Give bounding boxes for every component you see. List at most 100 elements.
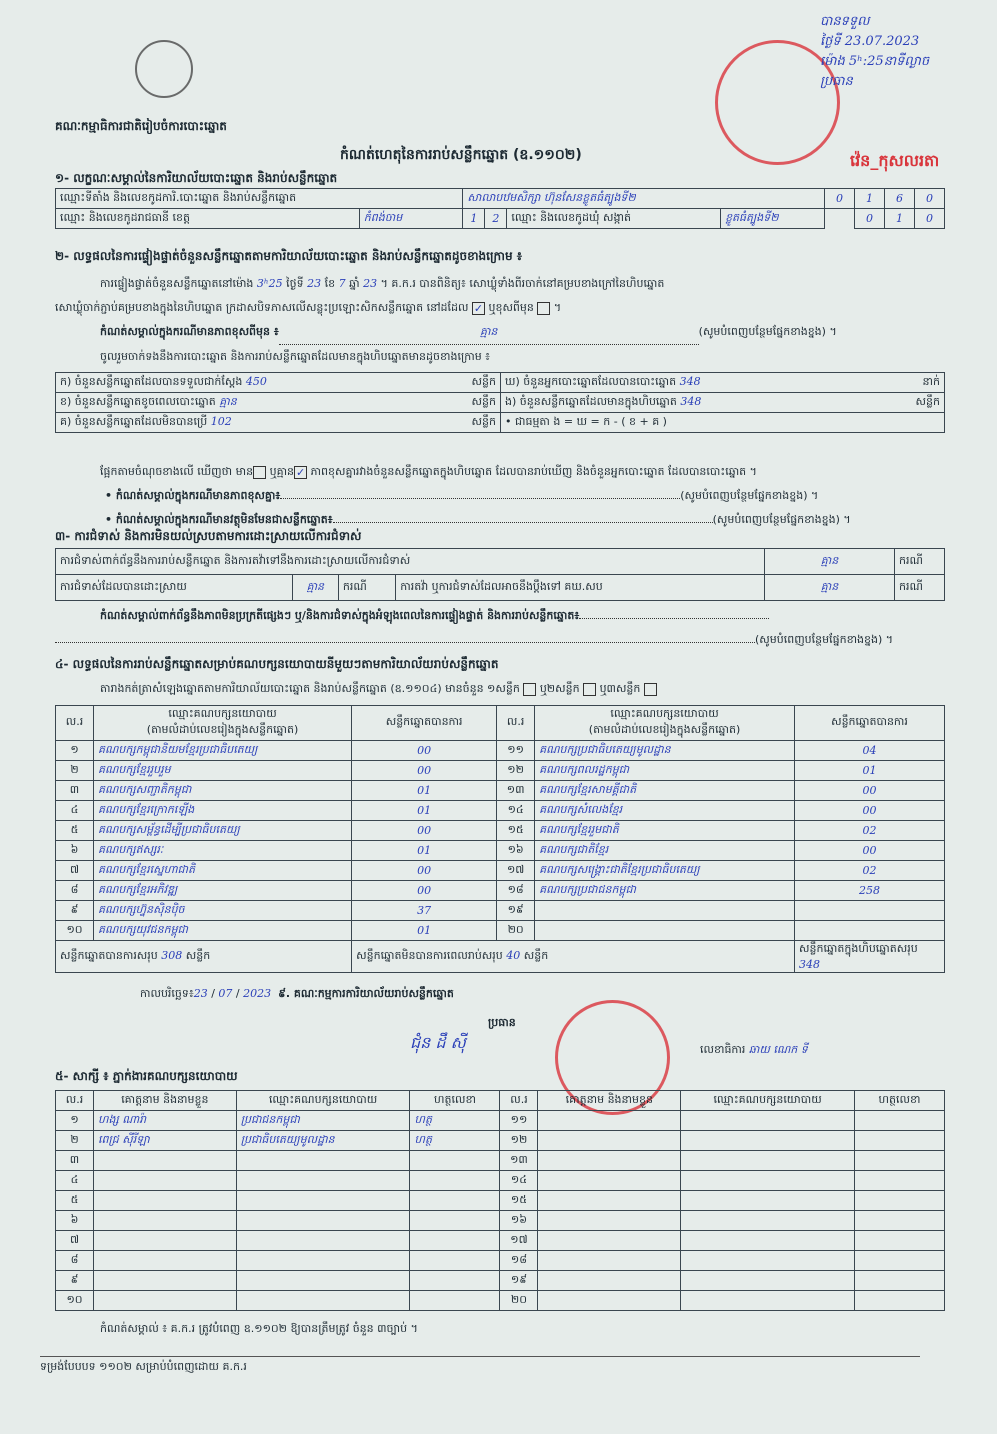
table-row: ៥ ១៥ xyxy=(55,1190,945,1211)
party-votes: 00 xyxy=(351,860,498,881)
count-label: • ជាធម្មតា ង = ឃ = ក - ( ខ + គ ) xyxy=(505,414,667,428)
no-discrepancy-checkbox[interactable]: ✓ xyxy=(294,465,308,479)
witness-party xyxy=(235,1170,411,1191)
table-row: ២ពេជ្រ ស៊ីរីឡា ប្រជាធិបតេយ្យមូលដ្ឋាន ហត្ថ១… xyxy=(55,1130,945,1151)
secretary-line: លេខាធិការ ឆាយ ណេក ទី xyxy=(700,1043,808,1059)
witness-name xyxy=(93,1250,237,1271)
party-name: គណបក្សខ្មែររួបរួម xyxy=(92,760,353,781)
party-no: ១១ xyxy=(496,740,536,761)
unit: ករណី xyxy=(337,574,397,601)
table-row: ១ហង្ស ណារ៉ា ប្រជាជនកម្ពុជា ហត្ថ ១១ xyxy=(55,1110,945,1131)
party-name: គណបក្សពលរដ្ឋកម្ពុជា xyxy=(534,760,795,781)
header-no: ល.រ xyxy=(496,705,536,741)
witness-name xyxy=(537,1130,682,1151)
committee-label: ៩. គណៈកម្មការការិយាល័យរាប់សន្លឹកឆ្នោត xyxy=(278,987,454,1000)
receipt-time: ម៉ោង 5ʰ:25នាទីល្ងាច xyxy=(820,54,930,69)
count-unit: សន្លឹក xyxy=(471,374,496,388)
witness-no: ៧ xyxy=(55,1230,94,1251)
witness-no: ៤ xyxy=(55,1170,94,1191)
secretary-label: លេខាធិការ xyxy=(700,1043,746,1056)
party-name: គណបក្សជាតិខ្មែរ xyxy=(534,840,795,861)
witness-party xyxy=(680,1270,855,1291)
verification-text: ការផ្ទៀងផ្ទាត់ចំនួនសន្លឹកឆ្នោតនៅម៉ោង 3ʰ2… xyxy=(55,272,945,369)
witness-party xyxy=(680,1210,855,1231)
total-label: សន្លឹកឆ្នោតក្នុងហិបឆ្នោតសរុប xyxy=(799,942,918,955)
witness-no: ១៨ xyxy=(499,1250,539,1271)
no-label: ឬគ្មាន xyxy=(269,465,295,478)
party-name: គណបក្សសញ្ជាតិកម្ពុជា xyxy=(92,780,353,801)
fill-more-note: (សូមបំពេញបន្ថែមផ្នែកខាងខ្នង) ។ xyxy=(698,325,837,338)
receipt-signer: ប្រធាន xyxy=(820,74,853,89)
party-no: ៨ xyxy=(55,880,94,901)
three-sheet-checkbox[interactable] xyxy=(643,682,657,696)
header-name: គោត្តនាម និងនាមខ្លួន xyxy=(93,1090,237,1111)
chair-signature: ជុំន ដឹ ស៊ី xyxy=(410,1033,466,1052)
has-discrepancy-checkbox[interactable] xyxy=(253,465,267,479)
secretary-signature: ឆាយ ណេក ទី xyxy=(748,1043,808,1056)
verify-time-label: ការផ្ទៀងផ្ទាត់ចំនួនសន្លឹកឆ្នោតនៅម៉ោង xyxy=(100,277,254,290)
table-row: ១០ គណបក្សយុវជនកម្ពុជា 01 ២០ xyxy=(55,920,945,941)
count-row: ខ) ចំនួនសន្លឹកឆ្នោតខូចពេលបោះឆ្នោត គ្មាន … xyxy=(55,392,501,413)
witness-no: ៦ xyxy=(55,1210,94,1231)
has-label: ផ្អែកតាមចំណុចខាងលើ ឃើញថា មាន xyxy=(100,465,254,478)
witness-name xyxy=(537,1170,682,1191)
commune-code-digit: 1 xyxy=(884,208,915,229)
witness-signature xyxy=(854,1250,945,1271)
witness-party xyxy=(235,1270,411,1291)
station-label: ឈ្មោះទីតាំង និងលេខកូដការិ.បោះឆ្នោត និងរា… xyxy=(54,188,464,209)
one-sheet-checkbox[interactable] xyxy=(523,682,537,696)
table-row: ៥គណបក្សសម្ព័ន្ធដើម្បីប្រជាធិបតេយ្យ 00 ១៥ គណ… xyxy=(55,820,945,841)
appeal-label: ការតវ៉ា ឬការជំទាស់ដែលអាចនឹងប្តឹងទៅ គឃ.សប xyxy=(395,574,765,601)
header-party-sub: (តាមលំដាប់លេខរៀងក្នុងសន្លឹកឆ្នោត) xyxy=(588,723,741,736)
party-votes xyxy=(794,920,945,941)
witness-no: ១៩ xyxy=(499,1270,539,1291)
witness-signature xyxy=(409,1210,501,1231)
table-row: ៣ ១៣ xyxy=(55,1150,945,1171)
table-row: ៩ ១៩ xyxy=(55,1270,945,1291)
party-name: គណបក្សខ្មែរអភិវឌ្ឍ xyxy=(92,880,353,901)
party-no: ៤ xyxy=(55,800,94,821)
verify-month: 7 xyxy=(338,277,346,290)
section1-title: ១- លក្ខណៈសម្គាល់នៃការិយាល័យបោះឆ្នោត និងរ… xyxy=(55,171,338,185)
year-label: ឆ្នាំ xyxy=(349,277,360,290)
witness-party xyxy=(680,1130,855,1151)
province-code-digit: 1 xyxy=(462,208,486,229)
section5-title: ៥- សាក្សី ៖ ភ្នាក់ងារគណបក្សនយោបាយ xyxy=(55,1069,238,1083)
party-no: ២០ xyxy=(496,920,536,941)
valid-total: សន្លឹកឆ្នោតបានការសរុប 308 សន្លឹក xyxy=(54,940,353,973)
province-name: កំពង់ចាម xyxy=(358,208,464,229)
count-row: ក) ចំនួនសន្លឹកឆ្នោតដែលបានទទួលជាក់ស្តែង 4… xyxy=(55,372,501,393)
party-no: ១៩ xyxy=(496,900,536,921)
witness-no: ១ xyxy=(55,1110,94,1131)
party-name xyxy=(534,900,795,921)
two-sheet-checkbox[interactable] xyxy=(583,682,597,696)
party-votes: 00 xyxy=(794,800,945,821)
table-row: ៤គណបក្សខ្មែរក្រោកឡើង 01 ១៤ គណបក្សសំលេងខ្មែរ… xyxy=(55,800,945,821)
changed-checkbox[interactable] xyxy=(537,301,551,315)
verify-text: ។ គ.ក.រ បានពិនិត្យ៖ សោឃ្លុំទាំងពីរចាក់នៅ… xyxy=(380,277,665,290)
fill-more-note: (សូមបំពេញបន្ថែមផ្នែកខាងខ្នង) ។ xyxy=(755,633,894,646)
table-row: ៨គណបក្សខ្មែរអភិវឌ្ឍ 00 ១៨ គណបក្សប្រជាជនកម្ព… xyxy=(55,880,945,901)
header-party: ឈ្មោះគណបក្សនយោបាយ xyxy=(680,1090,855,1111)
receipt-label: បានទទួល xyxy=(820,14,870,29)
party-no: ២ xyxy=(55,760,94,781)
count-value: គ្មាន xyxy=(219,394,237,408)
table-row: ៦គណបក្សឥស្សរៈ 01 ១៦ គណបក្សជាតិខ្មែរ 00 xyxy=(55,840,945,861)
commune-code-digit: 0 xyxy=(914,208,945,229)
unit: ករណី xyxy=(894,548,945,575)
invalid-value: 40 xyxy=(506,948,521,962)
nec-logo xyxy=(135,40,193,98)
count-label: ខ) ចំនួនសន្លឹកឆ្នោតខូចពេលបោះឆ្នោត xyxy=(60,394,216,408)
witness-name xyxy=(537,1190,682,1211)
table-row: ១គណបក្សកម្ពុជានិយមខ្មែរប្រជាធិបតេយ្យ 00 ១១… xyxy=(55,740,945,761)
intact-checkbox[interactable]: ✓ xyxy=(471,301,485,315)
party-votes xyxy=(794,900,945,921)
witness-name: ហង្ស ណារ៉ា xyxy=(93,1110,237,1131)
witness-signature xyxy=(409,1270,501,1291)
three-sheet-label: ឬ៣សន្លឹក xyxy=(599,682,641,695)
section3-title: ៣- ការជំទាស់ និងការមិនយល់ស្របតាមការដោះស្… xyxy=(55,529,362,543)
count-row: ង) ចំនួនសន្លឹកឆ្នោតដែលមានក្នុងហិបឆ្នោត 3… xyxy=(500,392,945,413)
witness-no: ៨ xyxy=(55,1250,94,1271)
count-unit: សន្លឹក xyxy=(915,394,940,408)
commune-code-digit: 0 xyxy=(854,208,885,229)
